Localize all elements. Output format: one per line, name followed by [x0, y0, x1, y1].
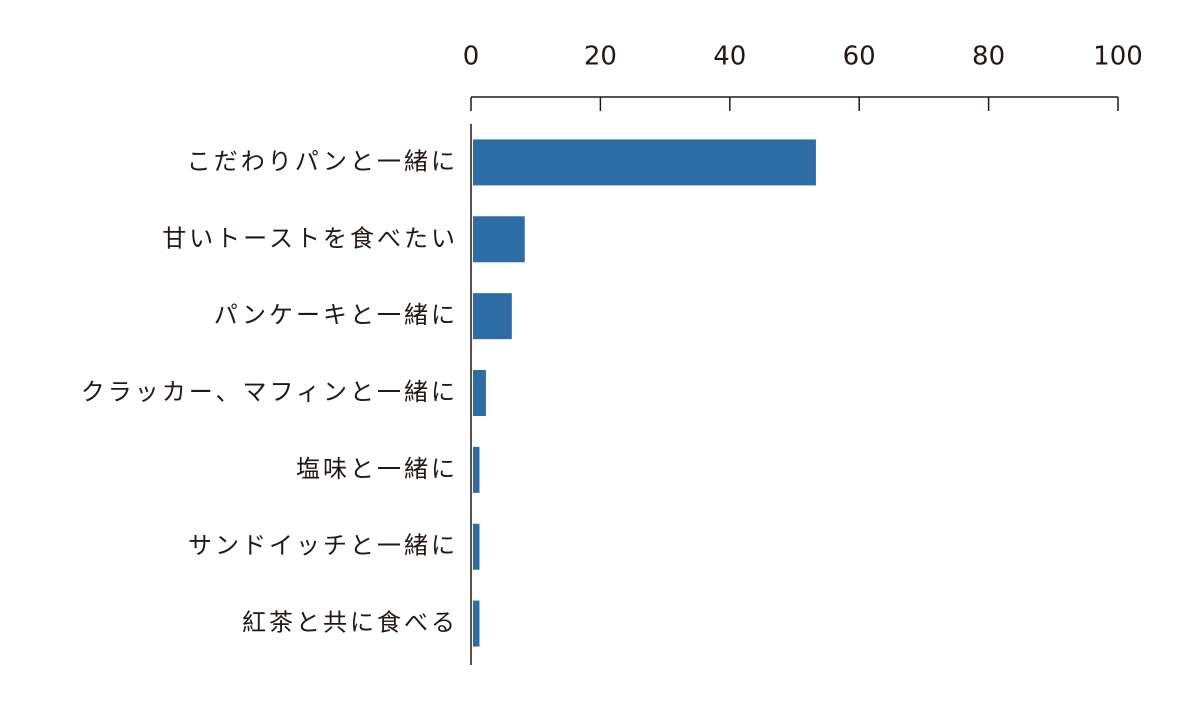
bar [473, 293, 512, 340]
y-tick-label: 紅茶と共に食べる [242, 609, 458, 637]
x-tick-label: 40 [713, 42, 746, 72]
y-tick-label: こだわりパンと一緒に [187, 147, 458, 175]
bar [473, 370, 486, 416]
bar [473, 216, 525, 263]
y-tick-label: 甘いトーストを食べたい [162, 224, 458, 252]
x-tick-label: 20 [584, 42, 617, 72]
x-tick-label: 100 [1093, 42, 1143, 72]
bar [473, 523, 480, 570]
y-tick-label: クラッカー、マフィンと一緒に [81, 378, 458, 406]
bar [473, 600, 480, 647]
y-tick-label: 塩味と一緒に [296, 455, 458, 483]
y-tick-label: パンケーキと一緒に [214, 301, 458, 329]
x-tick-label: 60 [843, 42, 876, 72]
y-tick-label: サンドイッチと一緒に [188, 532, 458, 560]
bar [473, 446, 480, 493]
x-tick-label: 0 [463, 42, 480, 72]
bar [473, 139, 816, 186]
x-tick-label: 80 [972, 42, 1005, 72]
